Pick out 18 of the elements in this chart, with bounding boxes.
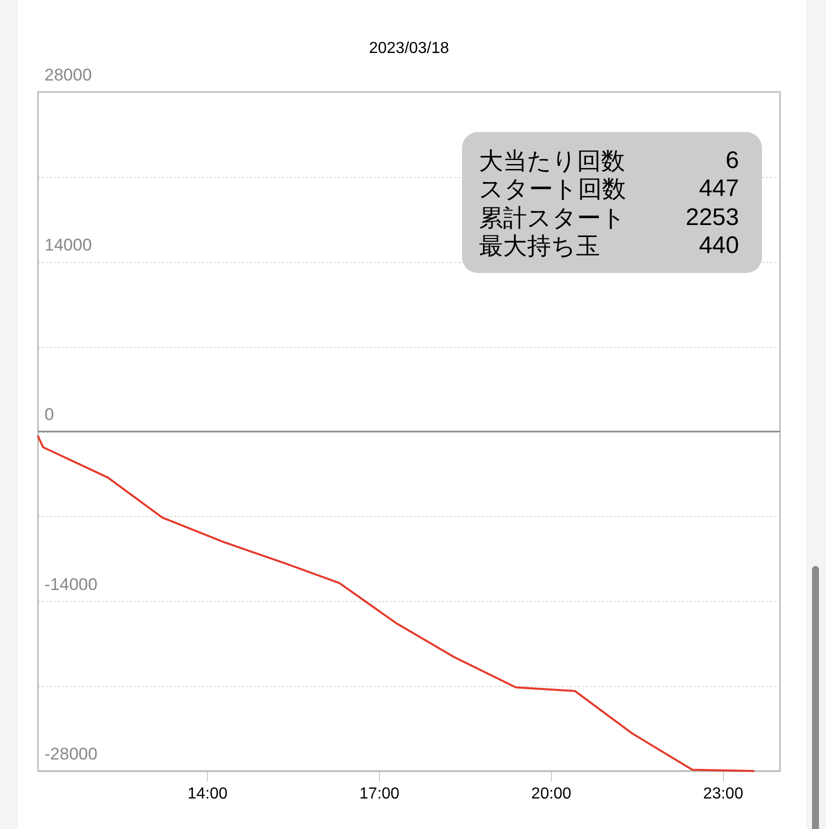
y-tick-label: -14000	[44, 574, 98, 594]
annotation: 447	[698, 175, 739, 202]
x-tick-label: 20:00	[531, 786, 572, 802]
annotation: 累計スタート	[479, 204, 626, 232]
y-tick-label: -28000	[44, 744, 98, 764]
annotation: 440	[698, 232, 739, 260]
x-tick-label: 17:00	[359, 786, 400, 802]
annotation: 6	[726, 147, 739, 174]
chart-title: 2023/03/18	[368, 40, 450, 57]
annotation: スタート回数	[479, 175, 626, 204]
y-tick-label: 14000	[44, 235, 92, 254]
annotation: 最大持ち玉	[479, 232, 600, 260]
x-tick-label: 14:00	[188, 786, 228, 802]
y-tick-label: 0	[44, 405, 54, 424]
annotation: 大当たり回数	[479, 147, 625, 176]
y-tick-label: 28000	[44, 66, 92, 84]
x-tick-label: 23:00	[703, 786, 744, 802]
annotation: 2253	[686, 204, 739, 231]
